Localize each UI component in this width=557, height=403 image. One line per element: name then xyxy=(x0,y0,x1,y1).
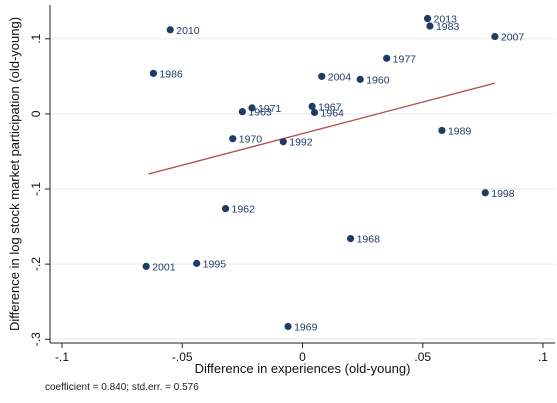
data-point xyxy=(166,26,174,34)
data-point xyxy=(491,32,499,41)
data-point-label: 1977 xyxy=(393,53,417,65)
data-point-label: 2004 xyxy=(328,71,352,83)
x-tick-label: .05 xyxy=(414,350,431,364)
data-point-label: 1960 xyxy=(366,74,390,86)
data-point-label: 1962 xyxy=(232,204,256,216)
x-tick-label: -.05 xyxy=(172,350,193,364)
data-point xyxy=(346,234,355,243)
data-point-label: 1968 xyxy=(357,234,381,246)
data-point xyxy=(142,262,150,270)
data-point xyxy=(383,54,391,62)
data-point xyxy=(238,108,246,116)
data-point-label: 1963 xyxy=(248,107,272,119)
data-point xyxy=(149,69,158,77)
data-point xyxy=(221,204,230,213)
data-point-label: 1995 xyxy=(203,258,227,270)
gridlines xyxy=(50,38,555,340)
data-point-label: 1989 xyxy=(448,125,472,137)
data-point-label: 1970 xyxy=(239,134,263,146)
data-point xyxy=(438,126,446,135)
axis-ticks: -.3 -.2 -.1 0 .1 -.1 -.05 0 .05 .1 xyxy=(29,33,548,364)
data-point-label: 2001 xyxy=(152,261,176,273)
data-point-label: 1971 xyxy=(258,103,282,115)
data-point-label: 1986 xyxy=(159,68,183,80)
data-point xyxy=(318,72,326,80)
data-point xyxy=(426,22,434,30)
data-point-label: 1983 xyxy=(436,21,460,33)
data-point-label: 2007 xyxy=(501,32,525,44)
x-tick-label: .1 xyxy=(538,350,548,364)
data-point xyxy=(279,138,287,146)
x-axis-title: Difference in experiences (old-young) xyxy=(195,361,411,376)
x-tick-label: -.1 xyxy=(55,350,69,364)
data-point-label: 1967 xyxy=(318,101,342,113)
data-point-label: 1992 xyxy=(289,137,313,149)
fit-line xyxy=(148,82,496,175)
data-point xyxy=(310,108,319,117)
data-point xyxy=(481,189,489,197)
data-point-label: 2013 xyxy=(434,14,458,26)
data-point-label: 2010 xyxy=(176,25,200,37)
y-tick-label: -.1 xyxy=(29,182,43,196)
regression-footnote: coefficient = 0.840; std.err. = 0.576 xyxy=(45,382,199,393)
y-axis-title: Difference in log stock market participa… xyxy=(7,17,22,331)
data-point xyxy=(284,322,292,331)
data-point xyxy=(193,259,201,267)
data-point xyxy=(229,135,237,143)
y-tick-label: .1 xyxy=(29,33,43,43)
data-point-label: 1969 xyxy=(294,321,318,333)
data-point-label: 1998 xyxy=(491,188,515,200)
data-point xyxy=(423,14,432,23)
data-point xyxy=(356,75,364,83)
x-tick-label: 0 xyxy=(299,350,306,364)
y-tick-label: 0 xyxy=(29,110,43,117)
y-tick-label: -.3 xyxy=(29,332,43,346)
data-point xyxy=(308,102,316,110)
data-point-label: 1964 xyxy=(321,107,345,119)
y-tick-label: -.2 xyxy=(29,257,43,271)
data-point xyxy=(248,104,256,112)
